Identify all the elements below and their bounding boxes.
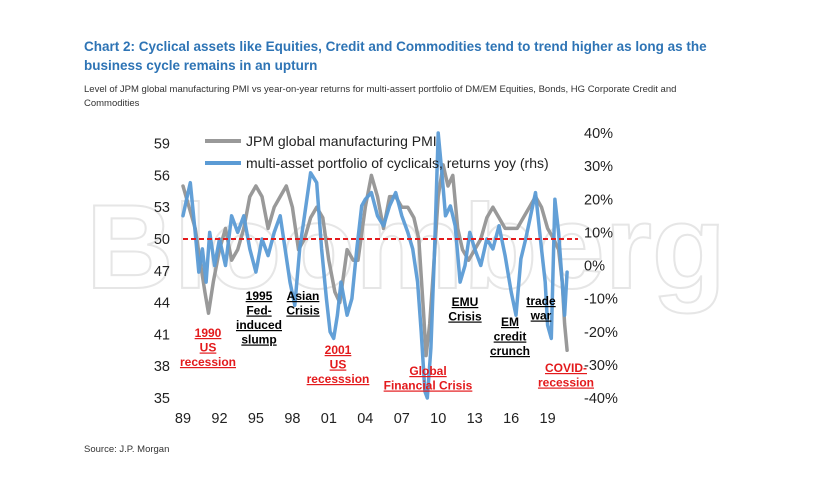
event-annotation-line: 1995 [246, 289, 273, 303]
chart-subtitle: Level of JPM global manufacturing PMI vs… [84, 84, 677, 109]
event-annotation-line: 2001 [325, 343, 352, 357]
event-annotation-line: US [330, 358, 347, 372]
x-tick-label: 95 [248, 411, 264, 427]
watermark: Bloomberg [86, 180, 726, 314]
event-annotation: EM credit crunch [490, 315, 530, 358]
event-annotation-line: recession [538, 376, 594, 390]
x-tick-label: 16 [503, 411, 519, 427]
x-tick-label: 04 [357, 411, 373, 427]
y-left-tick-label: 38 [154, 359, 170, 375]
event-annotation: Asian Crisis [286, 289, 320, 318]
x-tick-label: 19 [540, 411, 556, 427]
event-annotation-line: Crisis [448, 310, 482, 324]
y-left-tick-label: 47 [154, 264, 170, 280]
event-annotation-line: EM [501, 315, 519, 329]
x-tick-label: 13 [467, 411, 483, 427]
event-annotation-line: trade [526, 294, 556, 308]
event-annotation-line: 1990 [195, 326, 222, 340]
y-right-tick-label: 10% [584, 225, 613, 241]
event-annotation: COVID-recession [538, 361, 594, 390]
y-right-tick-label: 30% [584, 159, 613, 175]
y-left-tick-label: 44 [154, 296, 170, 312]
chart-title: Chart 2: Cyclical assets like Equities, … [84, 39, 707, 73]
x-tick-label: 89 [175, 411, 191, 427]
event-annotation-line: EMU [452, 295, 479, 309]
event-annotation-line: Asian [287, 289, 320, 303]
event-annotation: EMU Crisis [448, 295, 482, 324]
y-left-tick-label: 35 [154, 391, 170, 407]
y-left-tick-label: 50 [154, 232, 170, 248]
y-right-tick-label: 40% [584, 126, 613, 142]
y-right-tick-label: -20% [584, 325, 618, 341]
event-annotation: 1990 US recession [180, 326, 236, 369]
event-annotation: Global Financial Crisis [384, 364, 473, 393]
event-annotation-line: recesssion [307, 372, 370, 386]
event-annotation-line: Financial Crisis [384, 379, 473, 393]
x-axis: 89 92 95 98 01 04 07 10 13 16 19 [175, 411, 556, 427]
legend: JPM global manufacturing PMI multi-asset… [205, 133, 549, 171]
event-annotation: 2001 US recesssion [307, 343, 370, 386]
source-note: Source: J.P. Morgan [84, 444, 170, 455]
event-annotation: trade war [526, 294, 556, 323]
event-annotation-line: Fed- [246, 304, 271, 318]
y-right-tick-label: 0% [584, 259, 605, 275]
y-left-tick-label: 56 [154, 168, 170, 184]
event-annotation-line: induced [236, 318, 282, 332]
legend-label-pmi: JPM global manufacturing PMI [246, 133, 437, 149]
series-line-portfolio [181, 131, 569, 400]
event-annotation: 1995 Fed-induced slump [236, 289, 282, 347]
event-annotation-line: war [530, 309, 552, 323]
x-tick-label: 10 [430, 411, 446, 427]
event-annotation-line: credit [494, 330, 527, 344]
y-right-tick-label: -10% [584, 292, 618, 308]
x-tick-label: 98 [284, 411, 300, 427]
y-right-tick-label: -40% [584, 391, 618, 407]
event-annotation-line: COVID- [545, 361, 587, 375]
y-left-tick-label: 41 [154, 327, 170, 343]
right-axis: -40% -30% -20% -10% 0% 10% 20% 30% 40% [584, 126, 618, 407]
event-annotation-line: slump [241, 333, 276, 347]
left-axis: 35 38 41 44 47 50 53 56 59 [154, 137, 170, 407]
event-annotation-line: US [200, 341, 217, 355]
event-annotation-line: Global [409, 364, 446, 378]
event-annotation-line: crunch [490, 344, 530, 358]
y-left-tick-label: 53 [154, 200, 170, 216]
y-right-tick-label: -30% [584, 358, 618, 374]
x-tick-label: 01 [321, 411, 337, 427]
x-tick-label: 07 [394, 411, 410, 427]
event-annotation-line: Crisis [286, 304, 320, 318]
y-left-tick-label: 59 [154, 137, 170, 153]
event-annotation-line: recession [180, 355, 236, 369]
x-tick-label: 92 [211, 411, 227, 427]
legend-label-portfolio: multi-asset portfolio of cyclicals, retu… [246, 155, 549, 171]
series-layer [181, 131, 578, 400]
y-right-tick-label: 20% [584, 192, 613, 208]
